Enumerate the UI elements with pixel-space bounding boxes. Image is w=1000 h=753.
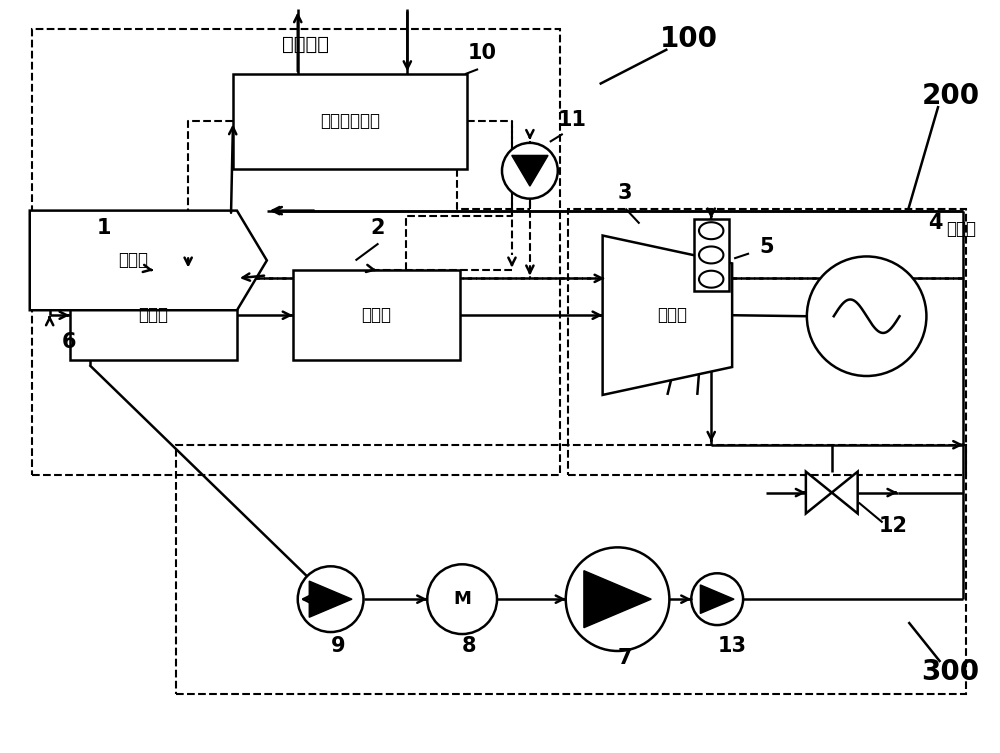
Text: M: M [453, 590, 471, 608]
Text: 2: 2 [370, 218, 385, 237]
Text: 9: 9 [331, 636, 345, 656]
Circle shape [298, 566, 364, 632]
Text: 加热器: 加热器 [138, 306, 168, 325]
Text: 200: 200 [921, 82, 979, 110]
Text: 余热热源: 余热热源 [282, 35, 329, 53]
Bar [32, 29, 560, 474]
Polygon shape [806, 471, 858, 514]
Text: 回热器: 回热器 [118, 252, 148, 270]
Text: 13: 13 [717, 636, 746, 656]
Text: 300: 300 [921, 658, 979, 686]
Bar [176, 445, 966, 694]
Polygon shape [30, 211, 267, 310]
Polygon shape [512, 155, 548, 186]
Text: 3: 3 [618, 183, 632, 203]
Polygon shape [584, 571, 651, 628]
Circle shape [566, 547, 669, 651]
Polygon shape [603, 236, 732, 395]
Text: 11: 11 [558, 110, 587, 130]
Circle shape [502, 143, 558, 199]
Text: 4: 4 [928, 212, 943, 233]
Text: 再热器: 再热器 [361, 306, 391, 325]
Circle shape [427, 564, 497, 634]
Circle shape [691, 573, 743, 625]
Text: 1: 1 [96, 218, 111, 237]
Bar [568, 209, 966, 474]
Text: 发电机: 发电机 [946, 220, 976, 237]
Bar [293, 270, 460, 360]
Polygon shape [700, 585, 734, 614]
Text: 8: 8 [462, 636, 477, 656]
Text: 12: 12 [879, 517, 908, 536]
Polygon shape [309, 581, 352, 617]
Bar [694, 218, 729, 291]
Circle shape [807, 257, 926, 376]
Text: 100: 100 [660, 26, 718, 53]
Text: 膨胀机: 膨胀机 [657, 306, 687, 325]
Text: 10: 10 [468, 43, 497, 63]
Text: 5: 5 [759, 237, 774, 258]
Bar [233, 74, 467, 169]
Text: 导热油换热器: 导热油换热器 [320, 112, 380, 130]
Bar [70, 270, 237, 360]
Text: 7: 7 [618, 648, 632, 668]
Text: 6: 6 [62, 332, 76, 352]
